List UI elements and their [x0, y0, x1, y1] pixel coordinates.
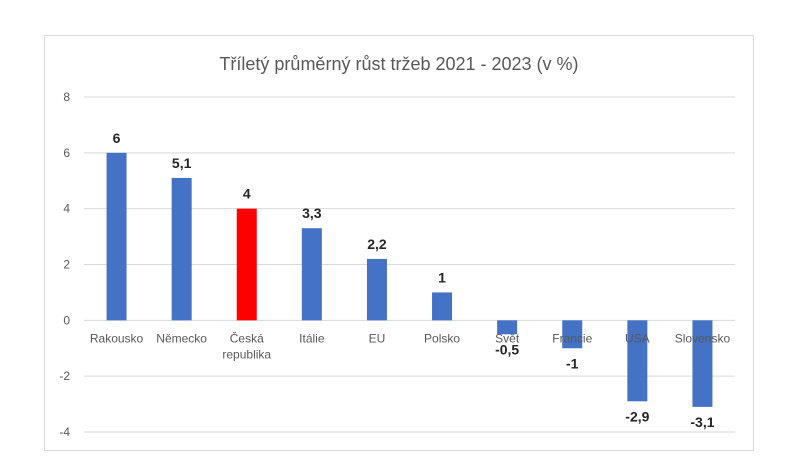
- y-axis-ticks: 8 6 4 2 0 -2 -4: [59, 90, 70, 439]
- category-labels: Rakousko Německo Česká republika Itálie EU Pol…: [90, 330, 731, 361]
- y-tick-label: -4: [59, 425, 70, 439]
- bar-německo: [171, 177, 192, 321]
- gridlines: [84, 96, 735, 433]
- y-tick-label: 2: [63, 258, 70, 272]
- category-label: Rakousko: [90, 331, 144, 345]
- data-label: 4: [243, 186, 251, 202]
- category-label: EU: [369, 331, 386, 345]
- category-label: Francie: [552, 331, 592, 345]
- bar-eu: [366, 258, 387, 321]
- y-tick-label: 0: [63, 313, 70, 327]
- category-label: Česká republika: [222, 330, 271, 361]
- y-tick-label: 8: [63, 90, 70, 104]
- bar-francie: [562, 320, 583, 349]
- bar-usa: [627, 320, 648, 402]
- data-label: 3,3: [302, 205, 322, 221]
- data-label: -3,1: [690, 414, 714, 430]
- data-label: 2,2: [367, 236, 387, 252]
- data-label: -0,5: [495, 341, 519, 357]
- bar-polsko: [432, 292, 453, 321]
- data-labels: 6 5,1 4 3,3 2,2 1 -0,5 -1 -2,9 -3,1: [113, 130, 715, 430]
- data-label: 1: [438, 269, 446, 285]
- y-tick-label: -2: [59, 369, 70, 383]
- bar-česká-republika: [236, 208, 257, 321]
- category-label: Polsko: [424, 331, 460, 345]
- data-label: 6: [113, 130, 121, 146]
- data-label: -1: [566, 355, 579, 371]
- category-label: Slovensko: [675, 331, 731, 345]
- bars: [106, 152, 713, 407]
- bar-slovensko: [692, 320, 713, 407]
- bar-itálie: [301, 228, 322, 321]
- category-label: Německo: [156, 331, 207, 345]
- category-label: USA: [625, 331, 650, 345]
- data-label: -2,9: [625, 408, 649, 424]
- category-label: Itálie: [299, 331, 325, 345]
- data-label: 5,1: [172, 155, 192, 171]
- bar-svět: [497, 320, 518, 335]
- y-tick-label: 6: [63, 146, 70, 160]
- chart-title: Tříletý průměrný růst tržeb 2021 - 2023 …: [219, 54, 578, 74]
- y-tick-label: 4: [63, 202, 70, 216]
- bar-rakousko: [106, 152, 127, 321]
- category-label: Svět: [495, 331, 520, 345]
